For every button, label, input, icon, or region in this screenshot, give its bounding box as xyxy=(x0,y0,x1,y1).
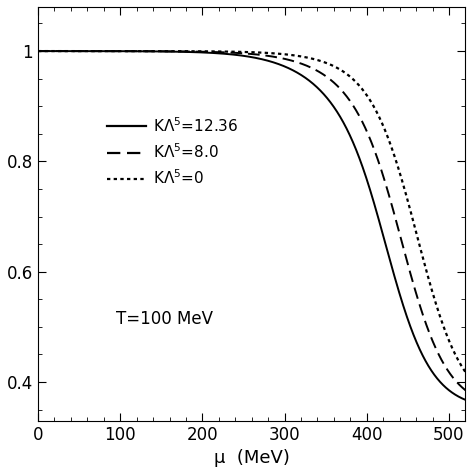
KΛ$^5$=12.36 xyxy=(202,50,208,55)
KΛ$^5$=12.36 xyxy=(85,48,91,54)
KΛ$^5$=8.0 xyxy=(35,48,41,54)
KΛ$^5$=12.36 xyxy=(35,48,41,54)
KΛ$^5$=8.0 xyxy=(85,48,91,54)
KΛ$^5$=0 xyxy=(35,48,41,54)
KΛ$^5$=0 xyxy=(202,48,208,54)
KΛ$^5$=12.36 xyxy=(462,397,468,402)
KΛ$^5$=0 xyxy=(462,369,468,374)
Line: KΛ$^5$=0: KΛ$^5$=0 xyxy=(38,51,474,383)
KΛ$^5$=0 xyxy=(415,237,421,243)
KΛ$^5$=12.36 xyxy=(471,400,474,406)
Line: KΛ$^5$=8.0: KΛ$^5$=8.0 xyxy=(38,51,474,396)
KΛ$^5$=8.0 xyxy=(111,48,117,54)
Legend: KΛ$^5$=12.36, KΛ$^5$=8.0, KΛ$^5$=0: KΛ$^5$=12.36, KΛ$^5$=8.0, KΛ$^5$=0 xyxy=(101,110,245,193)
KΛ$^5$=12.36 xyxy=(415,343,421,349)
KΛ$^5$=8.0 xyxy=(471,393,474,399)
KΛ$^5$=12.36 xyxy=(221,51,227,56)
KΛ$^5$=0 xyxy=(221,49,227,55)
KΛ$^5$=8.0 xyxy=(462,387,468,393)
KΛ$^5$=0 xyxy=(111,48,117,54)
KΛ$^5$=8.0 xyxy=(415,297,421,303)
Line: KΛ$^5$=12.36: KΛ$^5$=12.36 xyxy=(38,51,474,403)
KΛ$^5$=0 xyxy=(85,48,91,54)
KΛ$^5$=8.0 xyxy=(202,49,208,55)
X-axis label: μ  (MeV): μ (MeV) xyxy=(214,449,290,467)
Text: T=100 MeV: T=100 MeV xyxy=(116,310,213,328)
KΛ$^5$=0 xyxy=(471,380,474,385)
KΛ$^5$=8.0 xyxy=(221,49,227,55)
KΛ$^5$=12.36 xyxy=(111,48,117,54)
